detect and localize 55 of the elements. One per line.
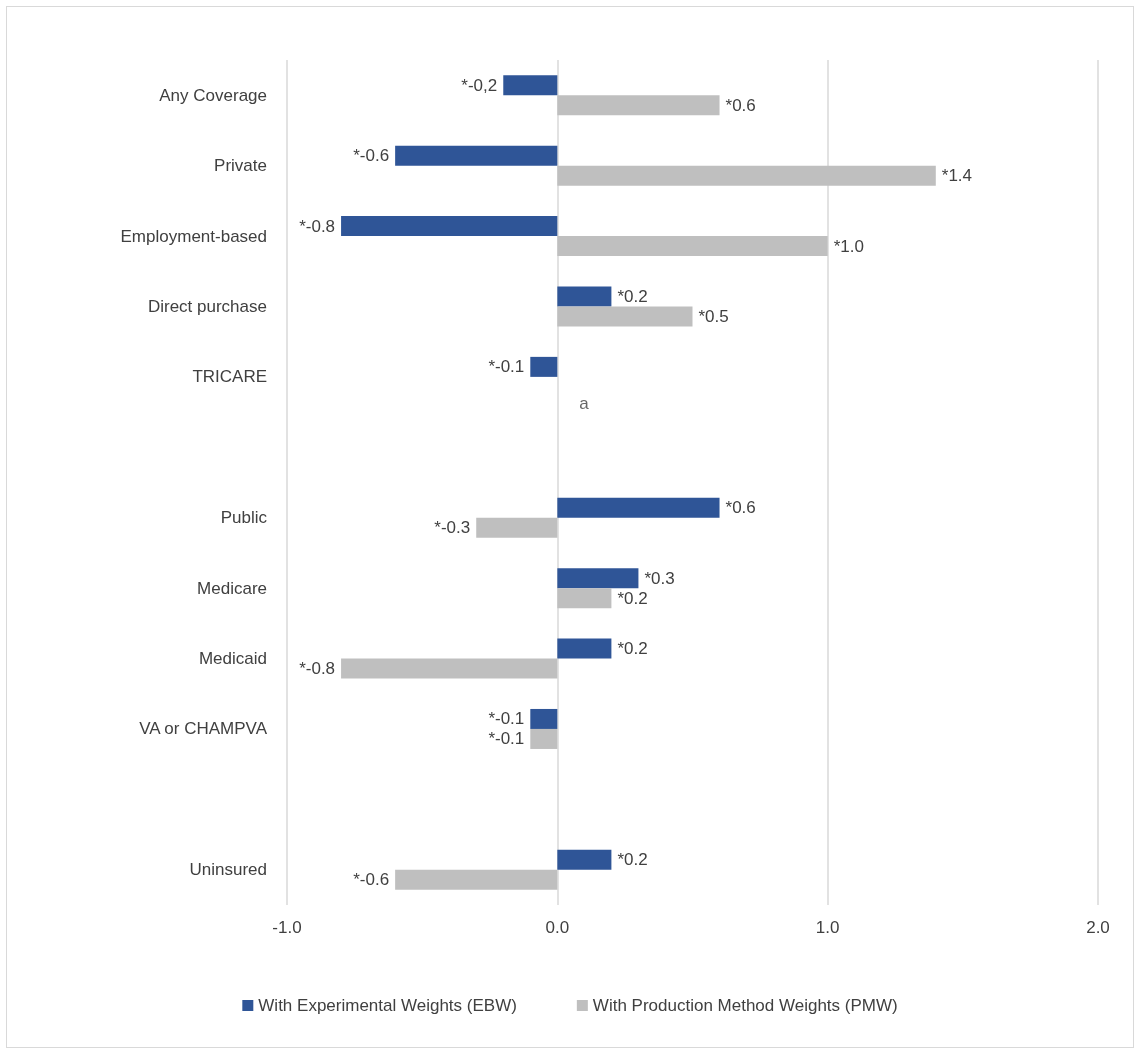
bar (530, 728, 558, 749)
data-label: *-0.3 (434, 518, 471, 538)
x-tick-label: 2.0 (1086, 918, 1110, 937)
bar (557, 497, 720, 518)
data-label: *0.2 (617, 588, 648, 608)
y-tick-label: Employment-based (120, 226, 267, 246)
y-tick-label: Public (220, 508, 268, 528)
data-label: *-0.8 (299, 216, 336, 236)
bar (530, 356, 558, 377)
bar (557, 568, 639, 589)
y-tick-label: TRICARE (192, 367, 267, 387)
legend-label: With Production Method Weights (PMW) (592, 996, 898, 1015)
data-label: *0.3 (644, 568, 675, 588)
bar (395, 145, 558, 166)
y-tick-label: Direct purchase (147, 296, 267, 316)
y-tick-label: Private (214, 156, 267, 176)
bar (341, 216, 558, 237)
y-tick-label: Any Coverage (159, 85, 267, 105)
data-label: *-0.1 (488, 729, 525, 749)
data-label: *-0.6 (353, 870, 390, 890)
bar (557, 638, 612, 659)
bar (557, 236, 828, 257)
x-tick-label: 0.0 (545, 918, 570, 937)
y-tick-label: VA or CHAMPVA (139, 719, 268, 739)
data-label: *-0.6 (353, 146, 390, 166)
data-label: *-0,2 (461, 75, 498, 95)
legend-label: With Experimental Weights (EBW) (258, 996, 517, 1015)
bar (557, 165, 936, 186)
data-label: *0.2 (617, 286, 648, 306)
data-label: *-0.1 (488, 709, 525, 729)
data-label: *0.5 (698, 306, 729, 326)
bar (341, 658, 558, 679)
annotation: a (579, 393, 590, 413)
data-label: *1.0 (833, 236, 864, 256)
y-tick-label: Medicaid (198, 649, 267, 669)
bar (395, 869, 558, 890)
y-tick-label: Medicare (197, 578, 267, 598)
bar (557, 286, 612, 307)
data-label: *-0.1 (488, 357, 525, 377)
data-label: *0.2 (617, 850, 648, 870)
bar (476, 517, 558, 538)
y-tick-label: Uninsured (189, 860, 267, 880)
bar (557, 588, 612, 609)
data-label: *1.4 (941, 166, 973, 186)
bar (557, 306, 693, 327)
bar (557, 95, 720, 116)
data-label: *0.2 (617, 639, 648, 659)
bar (530, 708, 558, 729)
x-tick-label: -1.0 (272, 918, 302, 937)
bar (503, 75, 558, 96)
data-label: *0.6 (725, 95, 756, 115)
data-label: *-0.8 (299, 659, 336, 679)
x-tick-label: 1.0 (815, 918, 840, 937)
data-label: *0.6 (725, 498, 756, 518)
bar (557, 849, 612, 870)
